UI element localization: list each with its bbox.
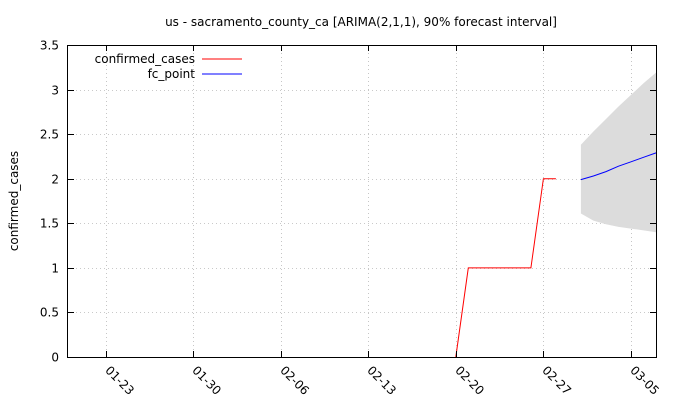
series-line-confirmed-cases bbox=[455, 178, 556, 358]
series-lines bbox=[455, 152, 657, 358]
y-tick-label: 1.5 bbox=[40, 217, 59, 231]
y-tick-label: 3.5 bbox=[40, 39, 59, 53]
y-tick-label: 2.5 bbox=[40, 128, 59, 142]
x-tick-label: 02-27 bbox=[539, 363, 574, 398]
x-tick-label: 03-05 bbox=[627, 363, 662, 398]
x-tick-label: 01-23 bbox=[102, 363, 137, 398]
legend-label-confirmed-cases: confirmed_cases bbox=[95, 52, 195, 66]
forecast-interval bbox=[580, 72, 656, 233]
y-axis-ticks: 0 0.5 1 1.5 2 2.5 3 3.5 bbox=[40, 39, 656, 365]
y-axis-label: confirmed_cases bbox=[7, 151, 21, 251]
y-tick-label: 1 bbox=[51, 262, 59, 276]
x-axis-ticks: 01-23 01-30 02-06 02-13 02-20 02-27 03-05 bbox=[102, 45, 662, 398]
y-tick-label: 0.5 bbox=[40, 306, 59, 320]
x-tick-label: 01-30 bbox=[189, 363, 224, 398]
x-tick-label: 02-06 bbox=[277, 363, 312, 398]
y-tick-label: 2 bbox=[51, 173, 59, 187]
plot-frame bbox=[67, 45, 657, 358]
chart-title: us - sacramento_county_ca [ARIMA(2,1,1),… bbox=[165, 15, 557, 29]
x-tick-label: 02-13 bbox=[364, 363, 399, 398]
x-tick-label: 02-20 bbox=[452, 363, 487, 398]
forecast-interval-band bbox=[580, 72, 656, 233]
grid bbox=[68, 45, 656, 357]
y-tick-label: 3 bbox=[51, 84, 59, 98]
legend: confirmed_cases fc_point bbox=[95, 52, 242, 81]
y-tick-label: 0 bbox=[51, 351, 59, 365]
legend-label-fc-point: fc_point bbox=[148, 67, 196, 81]
series-line-fc-point bbox=[580, 152, 657, 181]
